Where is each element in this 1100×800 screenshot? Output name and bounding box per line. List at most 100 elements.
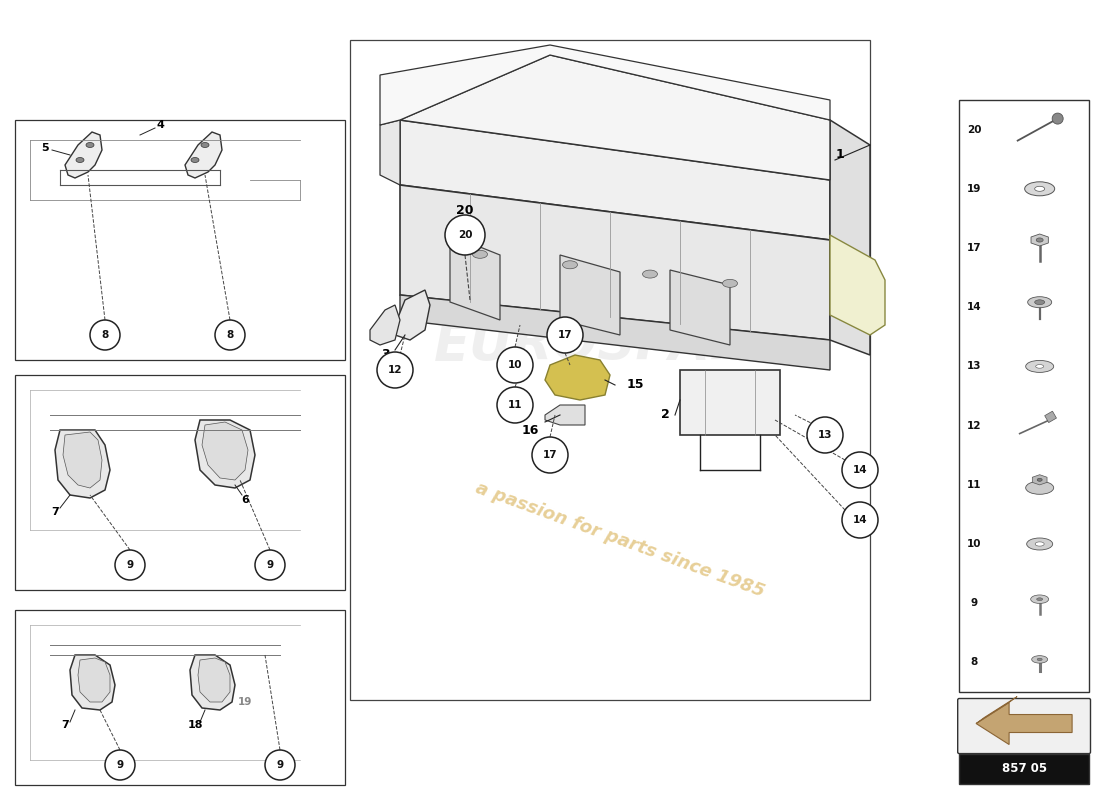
Bar	[959, 754, 1089, 784]
Ellipse shape	[562, 261, 578, 269]
Bar	[15, 610, 345, 785]
Text: 13: 13	[967, 362, 981, 371]
Polygon shape	[400, 120, 830, 240]
Text: 10: 10	[967, 539, 981, 549]
Polygon shape	[670, 270, 730, 345]
Ellipse shape	[1035, 542, 1044, 546]
Ellipse shape	[473, 250, 487, 258]
Text: 19: 19	[967, 184, 981, 194]
Ellipse shape	[1036, 365, 1044, 368]
Text: 857 05: 857 05	[1001, 762, 1047, 775]
Text: 8: 8	[101, 330, 109, 340]
Text: 15: 15	[626, 378, 644, 391]
Bar	[15, 120, 345, 360]
Polygon shape	[379, 120, 400, 185]
FancyBboxPatch shape	[958, 698, 1090, 754]
Circle shape	[255, 550, 285, 580]
Circle shape	[807, 417, 843, 453]
Ellipse shape	[1037, 658, 1042, 661]
Bar	[350, 40, 870, 700]
Text: 6: 6	[241, 495, 249, 505]
Text: 11: 11	[967, 480, 981, 490]
Text: 13: 13	[817, 430, 833, 440]
Ellipse shape	[191, 158, 199, 162]
Text: 14: 14	[967, 302, 981, 312]
Text: 9: 9	[276, 760, 284, 770]
Text: 9: 9	[266, 560, 274, 570]
Text: 12: 12	[387, 365, 403, 375]
Polygon shape	[560, 255, 620, 335]
Text: 2: 2	[661, 409, 670, 422]
Ellipse shape	[1025, 482, 1054, 494]
Text: 19: 19	[238, 697, 252, 707]
Text: 14: 14	[852, 465, 867, 475]
Bar	[15, 375, 345, 590]
Text: 8: 8	[970, 658, 978, 667]
Ellipse shape	[1027, 297, 1052, 308]
Circle shape	[90, 320, 120, 350]
Polygon shape	[450, 235, 500, 320]
Circle shape	[265, 750, 295, 780]
Ellipse shape	[1036, 238, 1043, 242]
Ellipse shape	[1035, 300, 1045, 305]
Polygon shape	[680, 370, 780, 435]
Circle shape	[842, 452, 878, 488]
Ellipse shape	[201, 142, 209, 147]
Text: 20: 20	[967, 125, 981, 134]
Text: 17: 17	[558, 330, 572, 340]
Text: 20: 20	[456, 203, 474, 217]
Polygon shape	[185, 132, 222, 178]
Polygon shape	[544, 355, 610, 400]
Text: 10: 10	[508, 360, 522, 370]
Circle shape	[116, 550, 145, 580]
Circle shape	[104, 750, 135, 780]
Ellipse shape	[76, 158, 84, 162]
Text: 14: 14	[852, 515, 867, 525]
Ellipse shape	[1036, 598, 1043, 601]
Ellipse shape	[1025, 182, 1055, 196]
Ellipse shape	[1035, 186, 1045, 191]
Ellipse shape	[1037, 478, 1042, 482]
Text: 20: 20	[458, 230, 472, 240]
Polygon shape	[544, 405, 585, 425]
Text: 16: 16	[521, 423, 539, 437]
Polygon shape	[395, 290, 430, 340]
Text: 17: 17	[542, 450, 558, 460]
Text: 7: 7	[62, 720, 69, 730]
Text: 5: 5	[41, 143, 48, 153]
Bar	[959, 100, 1089, 692]
Polygon shape	[830, 235, 886, 335]
Circle shape	[497, 387, 534, 423]
Polygon shape	[198, 658, 230, 702]
Text: 9: 9	[117, 760, 123, 770]
Text: 3: 3	[381, 349, 389, 362]
Polygon shape	[379, 45, 830, 125]
Polygon shape	[370, 305, 400, 345]
Polygon shape	[400, 55, 830, 180]
Polygon shape	[1031, 234, 1048, 246]
Polygon shape	[55, 430, 110, 498]
Bar	[1045, 411, 1056, 422]
Circle shape	[1053, 113, 1064, 124]
Ellipse shape	[723, 279, 737, 287]
Ellipse shape	[1031, 595, 1048, 603]
Ellipse shape	[1025, 360, 1054, 372]
Polygon shape	[400, 295, 830, 370]
Text: a passion for parts since 1985: a passion for parts since 1985	[473, 479, 767, 601]
Text: 8: 8	[227, 330, 233, 340]
Circle shape	[547, 317, 583, 353]
Polygon shape	[70, 655, 116, 710]
Polygon shape	[190, 655, 235, 710]
Text: EUROSPARES: EUROSPARES	[434, 319, 826, 371]
Polygon shape	[976, 702, 1072, 745]
Polygon shape	[202, 422, 248, 480]
Text: 11: 11	[508, 400, 522, 410]
Circle shape	[446, 215, 485, 255]
Text: 9: 9	[126, 560, 133, 570]
Text: 9: 9	[970, 598, 978, 608]
Polygon shape	[976, 697, 1018, 723]
Ellipse shape	[1032, 656, 1047, 663]
Text: 7: 7	[51, 507, 59, 517]
Circle shape	[532, 437, 568, 473]
Circle shape	[497, 347, 534, 383]
